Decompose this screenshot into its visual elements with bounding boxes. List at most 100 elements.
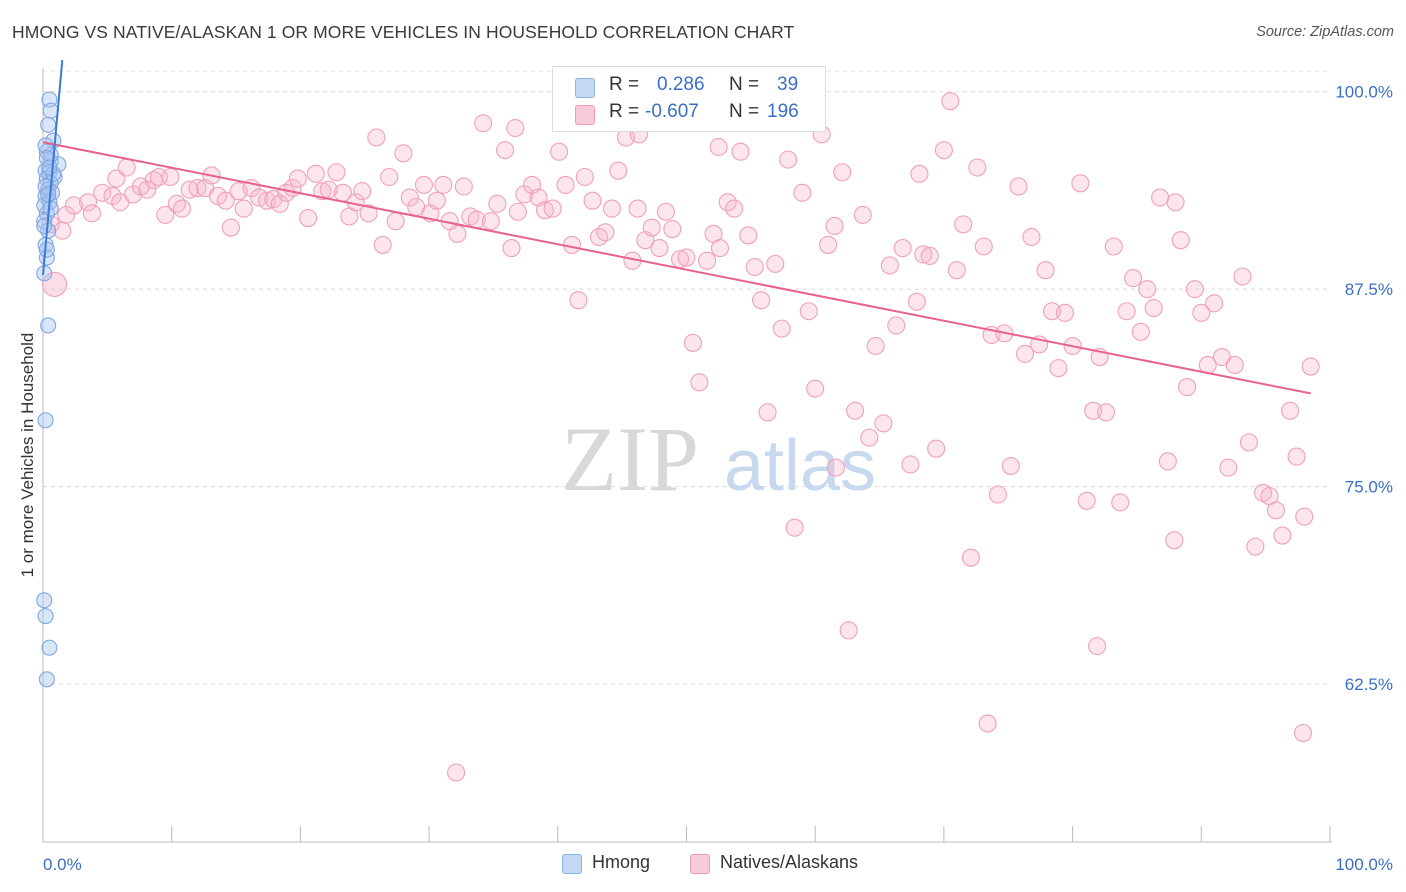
natives-point xyxy=(893,239,912,258)
natives-point xyxy=(1246,537,1265,556)
natives-point xyxy=(502,239,521,258)
natives-point xyxy=(974,237,993,256)
natives-point xyxy=(138,180,157,199)
natives-point xyxy=(866,336,885,356)
natives-point xyxy=(367,128,386,147)
natives-point xyxy=(710,239,730,258)
natives-point xyxy=(968,158,987,177)
natives-point xyxy=(1171,231,1190,250)
x-tick-label: 100.0% xyxy=(1335,855,1393,874)
natives-point xyxy=(1178,378,1197,397)
natives-point xyxy=(161,167,180,187)
natives-point xyxy=(739,226,758,245)
natives-point xyxy=(508,202,527,221)
r-value: 0.286 xyxy=(657,74,705,95)
natives-point xyxy=(1131,322,1150,341)
natives-point xyxy=(642,218,661,237)
natives-point xyxy=(947,261,966,280)
hmong-point xyxy=(42,200,59,217)
hmong-point xyxy=(41,639,58,656)
natives-trend-line xyxy=(42,141,1311,395)
natives-point xyxy=(427,191,446,210)
natives-point xyxy=(1036,261,1055,280)
natives-point xyxy=(683,333,702,352)
natives-point xyxy=(359,204,378,223)
natives-point xyxy=(380,167,399,187)
natives-point xyxy=(1293,723,1313,743)
y-tick-label: 100.0% xyxy=(1335,83,1393,102)
natives-point xyxy=(793,183,812,202)
natives-point xyxy=(506,118,525,138)
natives-point xyxy=(766,254,785,273)
natives-point xyxy=(1205,294,1224,313)
natives-point xyxy=(941,92,960,111)
chart-title: HMONG VS NATIVE/ALASKAN 1 OR MORE VEHICL… xyxy=(12,22,795,42)
natives-point xyxy=(819,235,838,254)
natives-point xyxy=(550,142,569,161)
natives-point xyxy=(569,291,588,310)
natives-point xyxy=(42,271,68,297)
hmong-point xyxy=(38,241,55,258)
natives-point xyxy=(927,439,946,458)
natives-point xyxy=(731,142,750,161)
natives-point xyxy=(1071,174,1090,193)
natives-point xyxy=(910,164,929,183)
natives-point xyxy=(725,199,744,218)
source-label: Source: ZipAtlas.com xyxy=(1256,24,1394,40)
natives-point xyxy=(313,182,332,201)
natives-point xyxy=(1001,457,1020,476)
natives-point xyxy=(961,548,980,567)
natives-point xyxy=(1015,344,1035,363)
natives-point xyxy=(216,191,235,210)
natives-point xyxy=(481,212,500,231)
hmong-point xyxy=(40,116,57,133)
natives-point xyxy=(495,141,515,160)
natives-point xyxy=(799,302,818,321)
natives-point xyxy=(234,199,253,218)
natives-swatch xyxy=(575,105,595,125)
natives-point xyxy=(434,175,453,194)
natives-point xyxy=(124,185,143,204)
natives-point xyxy=(64,196,83,215)
hmong-point xyxy=(37,608,54,625)
natives-point xyxy=(954,215,973,234)
watermark-atlas: atlas xyxy=(724,426,876,506)
natives-point xyxy=(1225,355,1244,375)
r-value: -0.607 xyxy=(645,101,699,122)
natives-point xyxy=(221,218,240,237)
natives-point xyxy=(978,714,997,733)
hmong-point xyxy=(37,137,54,154)
natives-point xyxy=(1138,280,1157,299)
natives-point xyxy=(82,204,101,223)
natives-point xyxy=(1049,359,1068,378)
natives-point xyxy=(1166,193,1185,212)
grid-lines xyxy=(43,70,1330,685)
natives-point xyxy=(1165,531,1184,550)
stats-legend: R = 0.286 N = 39 R = -0.607 N = 196 xyxy=(552,66,826,132)
natives-point xyxy=(1266,501,1285,520)
y-tick-label: 62.5% xyxy=(1345,675,1393,694)
natives-point xyxy=(1151,188,1170,207)
natives-point xyxy=(172,199,192,218)
hmong-trend-line xyxy=(42,60,64,276)
natives-point xyxy=(400,188,419,207)
natives-point xyxy=(454,177,473,196)
natives-point xyxy=(543,199,562,218)
trend-lines xyxy=(42,60,1311,395)
natives-point xyxy=(1192,303,1211,322)
natives-point xyxy=(1009,177,1028,196)
natives-point xyxy=(474,114,493,133)
axes xyxy=(42,68,1332,843)
natives-swatch xyxy=(690,854,710,874)
hmong-point xyxy=(40,186,57,203)
natives-point xyxy=(1158,452,1177,471)
legend-label: Natives/Alaskans xyxy=(720,852,859,872)
hmong-point xyxy=(36,592,53,609)
natives-point xyxy=(1111,493,1130,512)
y-axis-label: 1 or more Vehicles in Household xyxy=(18,332,37,578)
natives-point xyxy=(860,428,879,447)
natives-point xyxy=(596,223,615,242)
r-label: R = xyxy=(609,74,640,95)
natives-point xyxy=(839,621,858,640)
natives-point xyxy=(853,205,872,224)
